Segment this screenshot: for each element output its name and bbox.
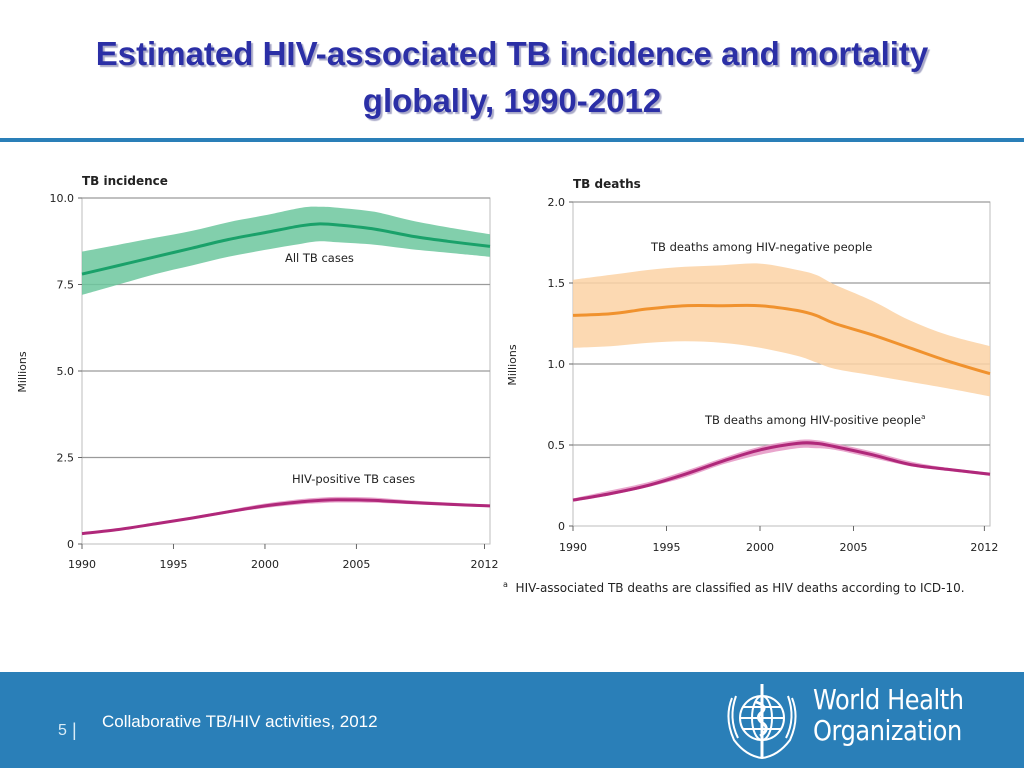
y-tick-label: 2.5: [57, 452, 75, 465]
chart-title: TB incidence: [82, 174, 168, 188]
x-tick-label: 1990: [68, 558, 96, 571]
x-tick-label: 2012: [471, 558, 499, 571]
y-tick-label: 0: [67, 538, 74, 551]
org-name-line1: World Health: [813, 683, 964, 716]
series-label: All TB cases: [285, 251, 354, 265]
y-tick-label: 10.0: [50, 192, 75, 205]
series-line: [81, 498, 491, 536]
who-emblem-icon: [727, 684, 797, 760]
footnote-text: HIV-associated TB deaths are classified …: [515, 581, 965, 595]
uncertainty-band: [573, 439, 990, 502]
series-line: [572, 303, 991, 376]
plot-area: 0 2.5 5.0 7.5 10.0 1990 1995 2000 2005 2012: [50, 192, 499, 571]
x-tick-label: 1995: [159, 558, 187, 571]
org-name-line2: Organization: [813, 714, 962, 747]
series-line: [572, 441, 991, 502]
page-title: Estimated HIV-associated TB incidence an…: [95, 35, 929, 119]
y-tick-label: 1.5: [548, 277, 566, 290]
page-separator: |: [72, 720, 77, 740]
tb-incidence-chart: TB incidence Millions 0 2.5 5.0 7.5 10.0 1990…: [16, 174, 499, 571]
org-name: World Health Organization: [813, 684, 964, 746]
x-tick-label: 2000: [251, 558, 279, 571]
x-tick-label: 1995: [652, 541, 680, 554]
chart-title: TB deaths: [573, 177, 641, 191]
x-tick-label: 2012: [970, 541, 998, 554]
series-line: [81, 222, 491, 276]
tb-deaths-chart: TB deaths Millions 0 0.5 1.0 1.5 2.0 1990 1995…: [506, 177, 999, 554]
y-axis-label: Millions: [16, 351, 29, 392]
y-tick-label: 0.5: [548, 439, 566, 452]
series-label: TB deaths among HIV-positive peoplea: [704, 413, 925, 427]
x-tick-label: 2000: [746, 541, 774, 554]
footnote: a HIV-associated TB deaths are classifie…: [503, 580, 965, 595]
y-tick-label: 7.5: [57, 279, 75, 292]
x-tick-label: 1990: [559, 541, 587, 554]
footer-text: Collaborative TB/HIV activities, 2012: [102, 712, 378, 731]
y-tick-label: 0: [558, 520, 565, 533]
uncertainty-band: [82, 206, 490, 295]
series-label-superscript: a: [921, 413, 925, 421]
y-axis-label: Millions: [506, 344, 519, 385]
footnote-mark: a: [503, 580, 508, 589]
series-label: HIV-positive TB cases: [292, 472, 415, 486]
series-label: TB deaths among HIV-negative people: [650, 240, 872, 254]
title-divider: [0, 138, 1024, 142]
y-tick-label: 1.0: [548, 358, 566, 371]
footer-bar: 5 | Collaborative TB/HIV activities, 201…: [0, 672, 1024, 768]
uncertainty-band: [573, 263, 990, 397]
y-tick-label: 2.0: [548, 196, 566, 209]
page-number: 5: [58, 722, 67, 739]
plot-area: 0 0.5 1.0 1.5 2.0 1990 1995 2000 2005 2012: [548, 196, 999, 554]
y-tick-label: 5.0: [57, 365, 75, 378]
x-tick-label: 2005: [839, 541, 867, 554]
x-tick-label: 2005: [342, 558, 370, 571]
